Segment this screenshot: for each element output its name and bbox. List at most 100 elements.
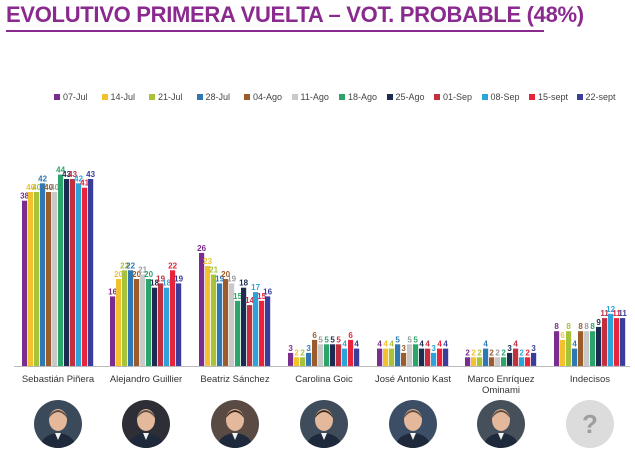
- data-label: 40: [44, 183, 53, 192]
- bar: [46, 192, 52, 366]
- data-label: 16: [108, 287, 117, 296]
- data-label: 6: [312, 331, 317, 340]
- data-label: 11: [612, 309, 621, 318]
- data-label: 4: [383, 340, 388, 349]
- data-label: 2: [489, 348, 494, 357]
- bar: [602, 318, 608, 366]
- bar: [608, 313, 614, 366]
- bar: [70, 179, 76, 366]
- category-label: Carolina Goic: [295, 374, 353, 385]
- bar: [507, 352, 513, 366]
- legend-swatch: [481, 94, 488, 100]
- question-mark-text: ?: [582, 409, 598, 439]
- legend-label: 15-sept: [538, 92, 569, 102]
- bar: [146, 279, 152, 366]
- data-label: 11: [618, 309, 627, 318]
- legend-swatch: [576, 94, 583, 100]
- person-photo-icon: [389, 400, 437, 448]
- data-label: 20: [221, 270, 230, 279]
- bar: [259, 300, 265, 367]
- person-photo-icon: [122, 400, 170, 448]
- question-mark-icon: ?: [566, 400, 614, 448]
- bar: [554, 331, 560, 366]
- category-label: Indecisos: [569, 374, 611, 385]
- bar: [590, 331, 596, 366]
- legend-item: 04-Ago: [244, 92, 282, 102]
- data-label: 2: [300, 348, 305, 357]
- data-label: 6: [560, 331, 565, 340]
- bar: [395, 344, 401, 367]
- data-label: 19: [227, 274, 236, 283]
- bar: [199, 252, 205, 366]
- bar: [584, 331, 590, 366]
- bar: [288, 352, 294, 366]
- data-label: 9: [596, 318, 601, 327]
- bar: [265, 296, 271, 366]
- data-label: 20: [114, 270, 123, 279]
- data-label: 3: [401, 344, 406, 353]
- bar: [413, 344, 419, 367]
- data-label: 15: [257, 292, 266, 301]
- bar: [229, 283, 235, 366]
- bar: [348, 339, 354, 366]
- data-label: 3: [507, 344, 512, 353]
- bar: [235, 300, 241, 367]
- data-label: 3: [431, 344, 436, 353]
- bar: [217, 283, 223, 366]
- legend-swatch: [339, 94, 345, 100]
- bar: [401, 352, 407, 366]
- legend-label: 04-Ago: [253, 92, 283, 102]
- bar: [88, 179, 94, 366]
- bar: [253, 292, 259, 366]
- bar: [377, 348, 383, 366]
- legend-swatch: [244, 94, 250, 100]
- category-label: Beatriz Sánchez: [200, 374, 270, 385]
- data-label: 8: [584, 322, 589, 331]
- legend-item: 11-Ago: [291, 92, 329, 102]
- bar: [110, 296, 116, 366]
- bar: [336, 344, 342, 367]
- data-label: 14: [245, 296, 254, 305]
- bar: [513, 348, 519, 366]
- legend-label: 28-Jul: [205, 92, 231, 102]
- bar: [407, 344, 413, 367]
- data-label: 2: [294, 348, 299, 357]
- legend-swatch: [196, 94, 203, 100]
- data-label: 3: [531, 344, 536, 353]
- data-label: 8: [590, 322, 595, 331]
- data-label: 4: [342, 340, 347, 349]
- data-label: 43: [86, 170, 95, 179]
- data-label: 22: [126, 261, 135, 270]
- legend-item: 18-Ago: [339, 92, 377, 102]
- data-label: 19: [156, 274, 165, 283]
- bar: [443, 348, 449, 366]
- data-label: 23: [203, 257, 212, 266]
- data-label: 2: [495, 348, 500, 357]
- data-label: 11: [600, 309, 609, 318]
- data-label: 5: [324, 335, 329, 344]
- data-label: 18: [150, 279, 159, 288]
- bar: [170, 270, 176, 366]
- bar: [519, 357, 525, 366]
- bar: [560, 339, 566, 366]
- bar: [152, 287, 158, 366]
- bar: [52, 192, 58, 366]
- legend-item: 21-Jul: [149, 92, 183, 102]
- bar: [64, 179, 70, 366]
- data-label: 21: [138, 266, 147, 275]
- bar: [40, 183, 46, 366]
- data-label: 5: [395, 335, 400, 344]
- bar: [134, 279, 140, 366]
- data-label: 42: [74, 174, 83, 183]
- data-label: 4: [377, 340, 382, 349]
- bar: [483, 348, 489, 366]
- data-label: 4: [572, 340, 577, 349]
- person-photo-icon: [477, 400, 525, 448]
- bar-group: 2 2 242 2 2 3 42 2 3: [465, 340, 536, 366]
- category-label: Sebastián Piñera: [21, 374, 95, 385]
- data-label: 5: [413, 335, 418, 344]
- bar: [471, 357, 477, 366]
- bar: [614, 318, 620, 366]
- data-label: 19: [215, 274, 224, 283]
